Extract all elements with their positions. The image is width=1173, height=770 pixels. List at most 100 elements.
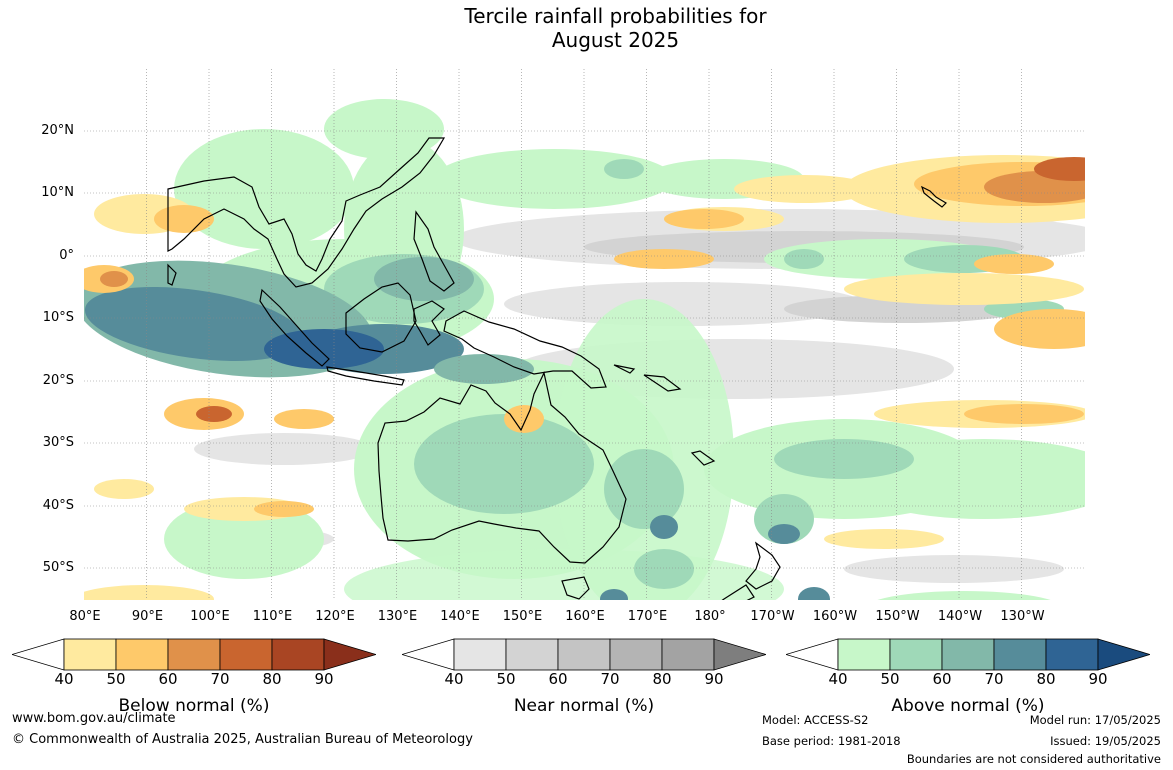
legend-below-normal: 40 50 60 70 80 90 Below normal (%)	[10, 638, 378, 716]
legend-near-normal: 40 50 60 70 80 90 Near normal (%)	[400, 638, 768, 716]
lat-label: 50°S	[42, 560, 74, 575]
shading-region	[434, 354, 534, 384]
shading-region	[734, 175, 874, 203]
shading-region	[274, 409, 334, 429]
colorbar-tick-label: 60	[548, 670, 568, 688]
shading-region	[798, 587, 830, 600]
footer-url[interactable]: www.bom.gov.au/climate	[12, 711, 176, 726]
colorbar-tick-label: 90	[704, 670, 724, 688]
colorbar-tick-label: 70	[600, 670, 620, 688]
colorbar-segment	[889, 638, 943, 671]
shading-region	[784, 249, 824, 269]
colorbar-segment	[505, 638, 559, 671]
shading-region	[254, 501, 314, 517]
java-coast	[326, 366, 405, 386]
shading-region	[974, 254, 1054, 274]
shading-region	[824, 529, 944, 549]
map-title: Tercile rainfall probabilities for Augus…	[0, 4, 1173, 52]
hawaii-coast	[920, 185, 947, 208]
new-guinea-coast	[443, 310, 607, 389]
colorbar-tick-label: 80	[1036, 670, 1056, 688]
shading-region	[994, 309, 1085, 349]
australia-coast	[377, 371, 627, 564]
shading-region	[634, 549, 694, 589]
colorbar-tick-label: 60	[158, 670, 178, 688]
lon-label: 150°E	[502, 609, 543, 624]
lon-label: 120°E	[315, 609, 355, 624]
colorbar-segment	[219, 638, 273, 671]
legend-title-below: Below normal (%)	[118, 696, 270, 716]
title-line-2: August 2025	[551, 28, 680, 52]
colorbar-tick-label: 90	[314, 670, 334, 688]
shading-region	[154, 205, 214, 233]
colorbar-segment	[115, 638, 169, 671]
colorbar-segment	[271, 638, 325, 671]
colorbar-tick-label: 80	[652, 670, 672, 688]
footer-disclaimer: Boundaries are not considered authoritat…	[906, 752, 1161, 766]
footer-base-period: Base period: 1981-2018	[762, 734, 901, 748]
colorbar-tick-label: 50	[106, 670, 126, 688]
colorbar-tick-label: 70	[210, 670, 230, 688]
lon-label: 130°W	[1000, 609, 1045, 624]
shading-region	[504, 405, 544, 433]
shading-region	[604, 159, 644, 179]
footer-issued: Issued: 19/05/2025	[1050, 734, 1161, 748]
colorbar-segment	[837, 638, 891, 671]
colorbar-extend-low	[10, 638, 65, 671]
shading-region	[414, 414, 594, 514]
colorbar-tick-label: 70	[984, 670, 1004, 688]
lon-label: 110°E	[252, 609, 293, 624]
lon-label: 80°E	[69, 609, 101, 624]
map-canvas	[84, 69, 1085, 600]
footer-model: Model: ACCESS-S2	[762, 713, 869, 727]
lon-label: 140°W	[937, 609, 983, 624]
sumatra-coast	[259, 288, 330, 367]
colorbar-extend-high	[1097, 638, 1152, 671]
lon-label: 170°W	[750, 609, 795, 624]
lon-label: 160°W	[812, 609, 858, 624]
sri-lanka-coast	[167, 263, 177, 286]
colorbar-tick-label: 50	[880, 670, 900, 688]
nz-north-coast	[745, 541, 781, 590]
shading-region	[174, 129, 354, 249]
shading-region	[614, 249, 714, 269]
shading-region	[94, 479, 154, 499]
shading-region	[504, 282, 864, 326]
title-line-1: Tercile rainfall probabilities for	[464, 4, 767, 28]
colorbar-segment	[609, 638, 663, 671]
colorbar-segment	[661, 638, 715, 671]
lat-label: 40°S	[42, 498, 74, 513]
graticule	[84, 69, 1085, 600]
legend-above-normal: 40 50 60 70 80 90 Above normal (%)	[784, 638, 1152, 716]
legend-title-near: Near normal (%)	[513, 696, 655, 716]
nz-south-coast	[721, 584, 755, 600]
footer-copyright: © Commonwealth of Australia 2025, Austra…	[12, 732, 473, 747]
lat-label: 10°N	[41, 185, 74, 200]
shading-region	[774, 439, 914, 479]
lon-label: 90°E	[131, 609, 164, 624]
colorbar-tick-label: 50	[496, 670, 516, 688]
colorbar-tick-label: 80	[262, 670, 282, 688]
colorbar-above-normal	[784, 638, 1152, 671]
sulawesi-coast	[413, 300, 445, 346]
shading-region	[650, 515, 678, 539]
colorbar-tick-label: 40	[54, 670, 74, 688]
colorbar-segment	[1045, 638, 1099, 671]
shading-region	[664, 209, 744, 229]
lon-label: 130°E	[377, 609, 418, 624]
colorbar-extend-high	[713, 638, 768, 671]
philippines-coast	[413, 210, 455, 292]
legend-title-above: Above normal (%)	[891, 696, 1045, 716]
colorbar-tick-label: 60	[932, 670, 952, 688]
coastlines	[167, 137, 947, 600]
shading-region	[844, 555, 1064, 583]
colorbar-tick-label: 40	[444, 670, 464, 688]
shading-region	[374, 257, 474, 301]
colorbar-segment	[167, 638, 221, 671]
shading-region	[877, 591, 1051, 600]
shading-region	[604, 449, 684, 529]
colorbar-segment	[63, 638, 117, 671]
islands-coast	[613, 364, 716, 466]
tasmania-coast	[561, 576, 590, 600]
borneo-coast	[345, 282, 417, 353]
